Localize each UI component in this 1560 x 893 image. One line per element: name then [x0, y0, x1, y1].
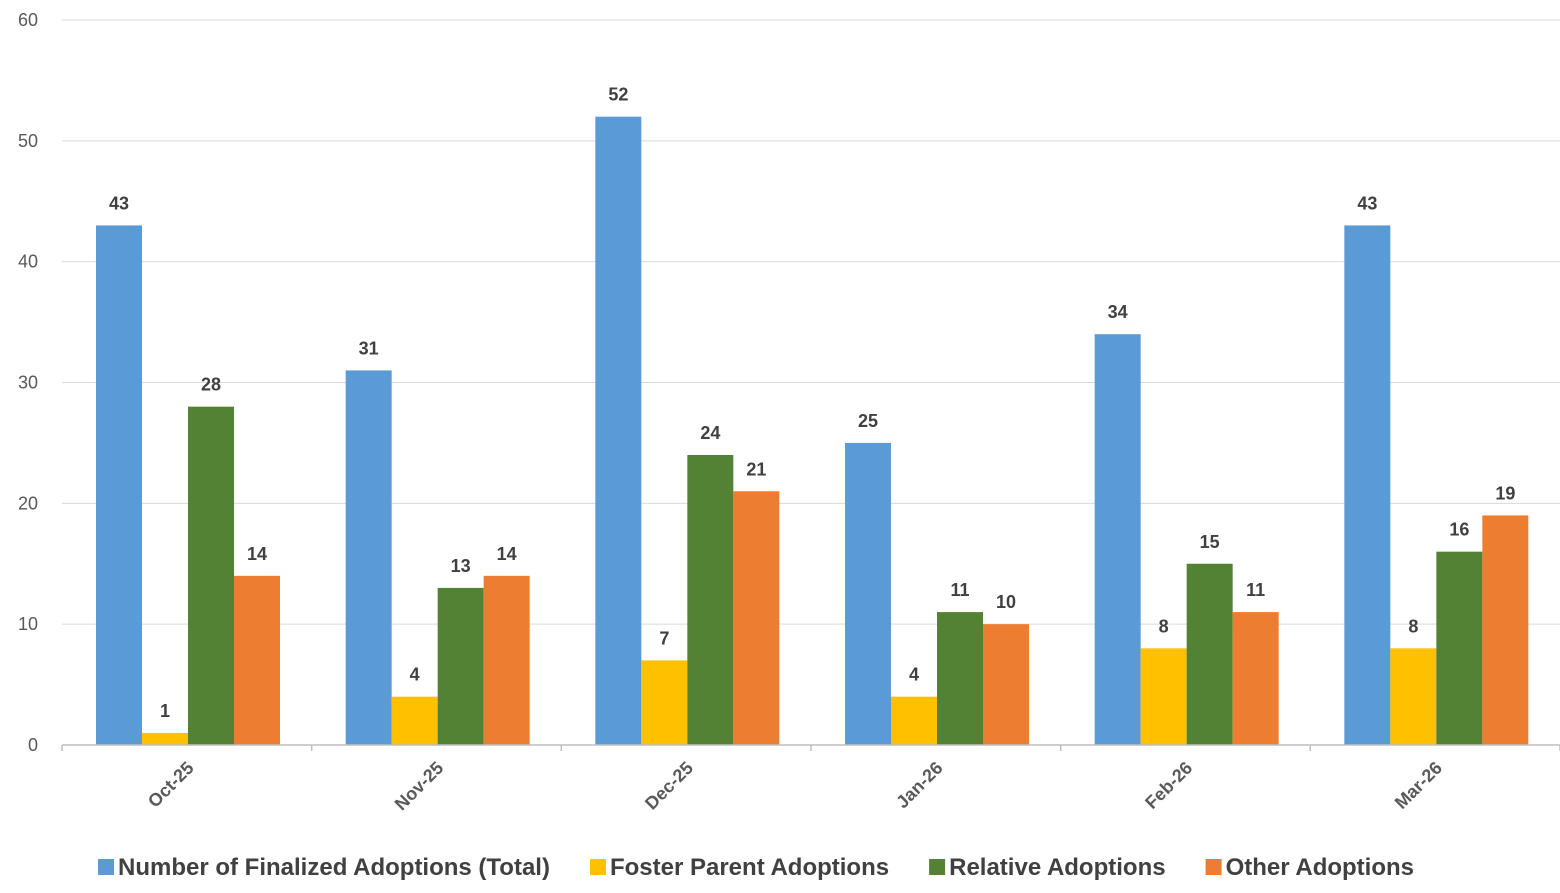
data-label: 34	[1108, 302, 1128, 322]
x-tick-label: Mar-26	[1391, 758, 1446, 813]
bar-foster-parent-adoptions-feb-26	[1141, 648, 1187, 745]
y-tick-label: 50	[18, 131, 38, 151]
y-tick-label: 0	[28, 735, 38, 755]
x-axis	[62, 745, 1560, 751]
data-label: 52	[608, 85, 628, 105]
data-label: 10	[996, 592, 1016, 612]
data-label: 11	[1246, 580, 1265, 600]
y-tick-label: 60	[18, 10, 38, 30]
data-label: 19	[1495, 483, 1515, 503]
bar-number-of-finalized-adoptions-total-dec-25	[595, 117, 641, 745]
data-label: 14	[497, 544, 517, 564]
data-label: 16	[1449, 520, 1469, 540]
bar-other-adoptions-mar-26	[1482, 515, 1528, 745]
legend-label: Relative Adoptions	[949, 854, 1165, 881]
legend-swatch-foster-parent-adoptions	[590, 859, 606, 875]
data-label: 15	[1200, 532, 1220, 552]
data-label: 13	[451, 556, 471, 576]
data-label: 1	[160, 701, 170, 721]
data-label: 4	[909, 665, 919, 685]
legend-label: Foster Parent Adoptions	[610, 854, 889, 881]
data-label: 14	[247, 544, 267, 564]
data-label: 28	[201, 375, 221, 395]
bar-relative-adoptions-nov-25	[438, 588, 484, 745]
y-axis-ticks: 0 10 20 30 40 50 60	[18, 10, 38, 755]
bar-other-adoptions-feb-26	[1233, 612, 1279, 745]
gridlines	[62, 20, 1560, 624]
data-label: 31	[359, 338, 379, 358]
bar-number-of-finalized-adoptions-total-mar-26	[1344, 225, 1390, 745]
bar-relative-adoptions-mar-26	[1436, 552, 1482, 745]
bar-other-adoptions-oct-25	[234, 576, 280, 745]
x-tick-label: Nov-25	[391, 758, 448, 815]
x-tick-label: Jan-26	[892, 758, 946, 812]
legend-swatch-relative-adoptions	[929, 859, 945, 875]
bars	[96, 117, 1528, 745]
y-tick-label: 20	[18, 493, 38, 513]
bar-relative-adoptions-feb-26	[1187, 564, 1233, 745]
data-label: 25	[858, 411, 878, 431]
data-labels: 4312814314131452724212541110348151143816…	[109, 85, 1515, 721]
bar-number-of-finalized-adoptions-total-oct-25	[96, 225, 142, 745]
bar-foster-parent-adoptions-mar-26	[1390, 648, 1436, 745]
bar-relative-adoptions-jan-26	[937, 612, 983, 745]
data-label: 43	[1357, 193, 1377, 213]
legend: Number of Finalized Adoptions (Total) Fos…	[98, 854, 1414, 881]
data-label: 4	[410, 665, 420, 685]
bar-other-adoptions-jan-26	[983, 624, 1029, 745]
data-label: 43	[109, 193, 129, 213]
y-tick-label: 30	[18, 373, 38, 393]
bar-number-of-finalized-adoptions-total-feb-26	[1095, 334, 1141, 745]
bar-other-adoptions-nov-25	[484, 576, 530, 745]
legend-label: Other Adoptions	[1226, 854, 1414, 881]
x-tick-label: Oct-25	[144, 758, 198, 812]
data-label: 11	[950, 580, 969, 600]
data-label: 7	[659, 628, 669, 648]
legend-swatch-number-of-finalized-adoptions-total	[98, 859, 114, 875]
legend-label: Number of Finalized Adoptions (Total)	[118, 854, 550, 881]
legend-swatch-other-adoptions	[1206, 859, 1222, 875]
x-axis-ticks: Oct-25 Nov-25 Dec-25 Jan-26 Feb-26 Mar-26	[144, 758, 1446, 815]
y-tick-label: 40	[18, 252, 38, 272]
bar-relative-adoptions-dec-25	[687, 455, 733, 745]
data-label: 8	[1159, 616, 1169, 636]
data-label: 8	[1408, 616, 1418, 636]
y-tick-label: 10	[18, 614, 38, 634]
bar-other-adoptions-dec-25	[733, 491, 779, 745]
x-tick-label: Dec-25	[641, 758, 697, 814]
x-tick-label: Feb-26	[1141, 758, 1196, 813]
data-label: 24	[700, 423, 720, 443]
bar-relative-adoptions-oct-25	[188, 407, 234, 745]
bar-foster-parent-adoptions-dec-25	[641, 660, 687, 745]
bar-foster-parent-adoptions-oct-25	[142, 733, 188, 745]
bar-number-of-finalized-adoptions-total-nov-25	[346, 370, 392, 745]
data-label: 21	[746, 459, 766, 479]
bar-foster-parent-adoptions-nov-25	[392, 697, 438, 745]
bar-foster-parent-adoptions-jan-26	[891, 697, 937, 745]
bar-number-of-finalized-adoptions-total-jan-26	[845, 443, 891, 745]
